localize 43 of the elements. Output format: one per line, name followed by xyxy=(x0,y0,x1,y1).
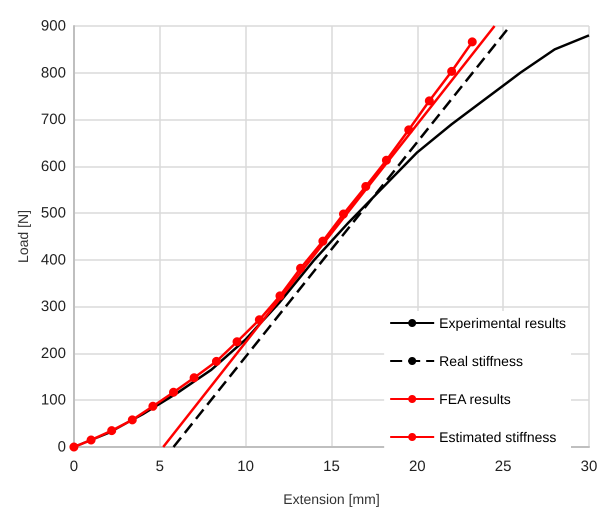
y-tick-label: 400 xyxy=(40,251,66,268)
y-tick-label: 200 xyxy=(40,344,66,362)
legend-label: Real stiffness xyxy=(439,353,523,369)
y-tick-label: 500 xyxy=(40,204,66,222)
y-tick-label: 900 xyxy=(40,18,66,34)
y-tick-label: 700 xyxy=(40,111,66,128)
y-tick-label: 300 xyxy=(40,298,66,316)
legend-label: FEA results xyxy=(439,391,511,407)
point xyxy=(338,210,348,219)
x-tick-label: 5 xyxy=(156,458,164,475)
point xyxy=(128,415,137,424)
point xyxy=(447,66,456,76)
point xyxy=(318,236,328,246)
x-tick-label: 0 xyxy=(70,458,78,475)
point xyxy=(468,37,477,46)
point xyxy=(148,402,158,411)
y-tick-label: 800 xyxy=(40,64,66,82)
y-tick-label: 100 xyxy=(40,392,66,409)
x-tick-label: 10 xyxy=(237,458,254,475)
point xyxy=(212,356,221,366)
x-tick-label: 30 xyxy=(580,458,598,475)
point xyxy=(254,315,264,324)
legend-label: Estimated stiffness xyxy=(439,429,556,445)
point xyxy=(69,442,78,452)
point xyxy=(361,182,370,191)
x-tick-label: 25 xyxy=(494,458,512,475)
point xyxy=(424,96,434,106)
point xyxy=(275,291,284,300)
y-tick-label: 0 xyxy=(58,438,66,456)
point xyxy=(107,426,116,436)
point xyxy=(232,337,242,346)
point xyxy=(169,388,178,397)
x-tick-label: 15 xyxy=(323,458,340,475)
y-axis-title: Load [N] xyxy=(15,210,31,263)
point xyxy=(86,435,96,444)
legend-label: Experimental results xyxy=(439,315,566,331)
y-tick-label: 600 xyxy=(40,158,66,175)
point xyxy=(382,156,391,165)
x-axis-title: Extension [mm] xyxy=(283,491,380,507)
x-tick-label: 20 xyxy=(408,458,426,475)
point xyxy=(296,264,306,273)
point xyxy=(190,373,199,382)
point xyxy=(404,125,414,134)
